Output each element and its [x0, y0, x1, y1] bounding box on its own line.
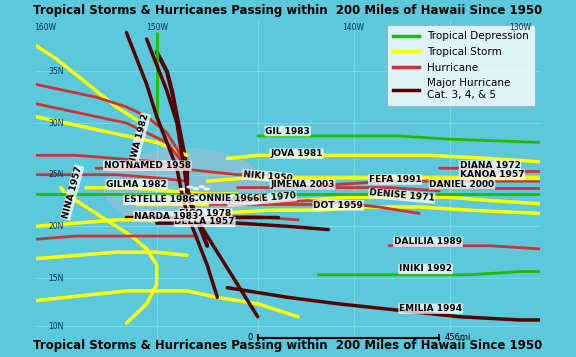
- Text: DELLA 1957: DELLA 1957: [175, 217, 235, 226]
- Text: FEFA 1991: FEFA 1991: [369, 175, 422, 184]
- Legend: Tropical Depression, Tropical Storm, Hurricane, Major Hurricane
Cat. 3, 4, & 5: Tropical Depression, Tropical Storm, Hur…: [386, 25, 535, 106]
- Text: KANOA 1957: KANOA 1957: [460, 170, 524, 179]
- Text: 456mi: 456mi: [445, 333, 471, 342]
- Title: Tropical Storms & Hurricanes Passing within  200 Miles of Hawaii Since 1950: Tropical Storms & Hurricanes Passing wit…: [33, 4, 543, 17]
- Ellipse shape: [204, 188, 209, 190]
- Text: 20N: 20N: [48, 222, 63, 231]
- Ellipse shape: [199, 186, 204, 187]
- Text: DIANA 1972: DIANA 1972: [460, 161, 521, 170]
- Text: 0: 0: [248, 333, 253, 342]
- Text: IWA 1982: IWA 1982: [129, 113, 150, 162]
- Text: DANIEL 2000: DANIEL 2000: [429, 180, 494, 189]
- Text: 150W: 150W: [146, 23, 168, 32]
- Text: DALILIA 1989: DALILIA 1989: [394, 237, 462, 246]
- Text: NARDA 1983: NARDA 1983: [134, 211, 198, 221]
- Text: 30N: 30N: [48, 119, 64, 127]
- Text: GILMA 1982: GILMA 1982: [106, 180, 167, 189]
- Text: FICO 1978: FICO 1978: [180, 209, 232, 218]
- Text: INIKI 1992: INIKI 1992: [399, 265, 452, 273]
- Text: GIL 1983: GIL 1983: [266, 127, 310, 136]
- Text: 35N: 35N: [48, 67, 64, 76]
- Text: 130W: 130W: [509, 23, 531, 32]
- Text: JIMENA 2003: JIMENA 2003: [270, 180, 335, 189]
- Ellipse shape: [180, 188, 184, 190]
- Text: 140W: 140W: [343, 23, 365, 32]
- Text: 10N: 10N: [48, 322, 63, 331]
- Text: 160W: 160W: [35, 23, 56, 32]
- Text: 15N: 15N: [48, 273, 63, 282]
- Text: 25N: 25N: [48, 170, 63, 179]
- Text: JOVA 1981: JOVA 1981: [270, 149, 323, 158]
- Ellipse shape: [193, 188, 198, 189]
- Text: DOT 1959: DOT 1959: [313, 201, 363, 210]
- Text: DENISE 1971: DENISE 1971: [369, 188, 435, 203]
- Text: NINA 1957: NINA 1957: [61, 165, 84, 220]
- Text: EMILIA 1994: EMILIA 1994: [399, 304, 462, 313]
- Ellipse shape: [187, 186, 192, 188]
- Text: ESTELLE 1986: ESTELLE 1986: [124, 195, 195, 204]
- Text: NIKI 1950: NIKI 1950: [242, 170, 293, 183]
- Text: Tropical Storms & Hurricanes Passing within  200 Miles of Hawaii Since 1950: Tropical Storms & Hurricanes Passing wit…: [33, 340, 543, 352]
- Ellipse shape: [104, 149, 266, 226]
- Text: CONNIE 1966: CONNIE 1966: [192, 195, 259, 203]
- Text: MAGGIE 1970: MAGGIE 1970: [228, 191, 297, 206]
- Text: NOTNAMED 1958: NOTNAMED 1958: [104, 161, 191, 170]
